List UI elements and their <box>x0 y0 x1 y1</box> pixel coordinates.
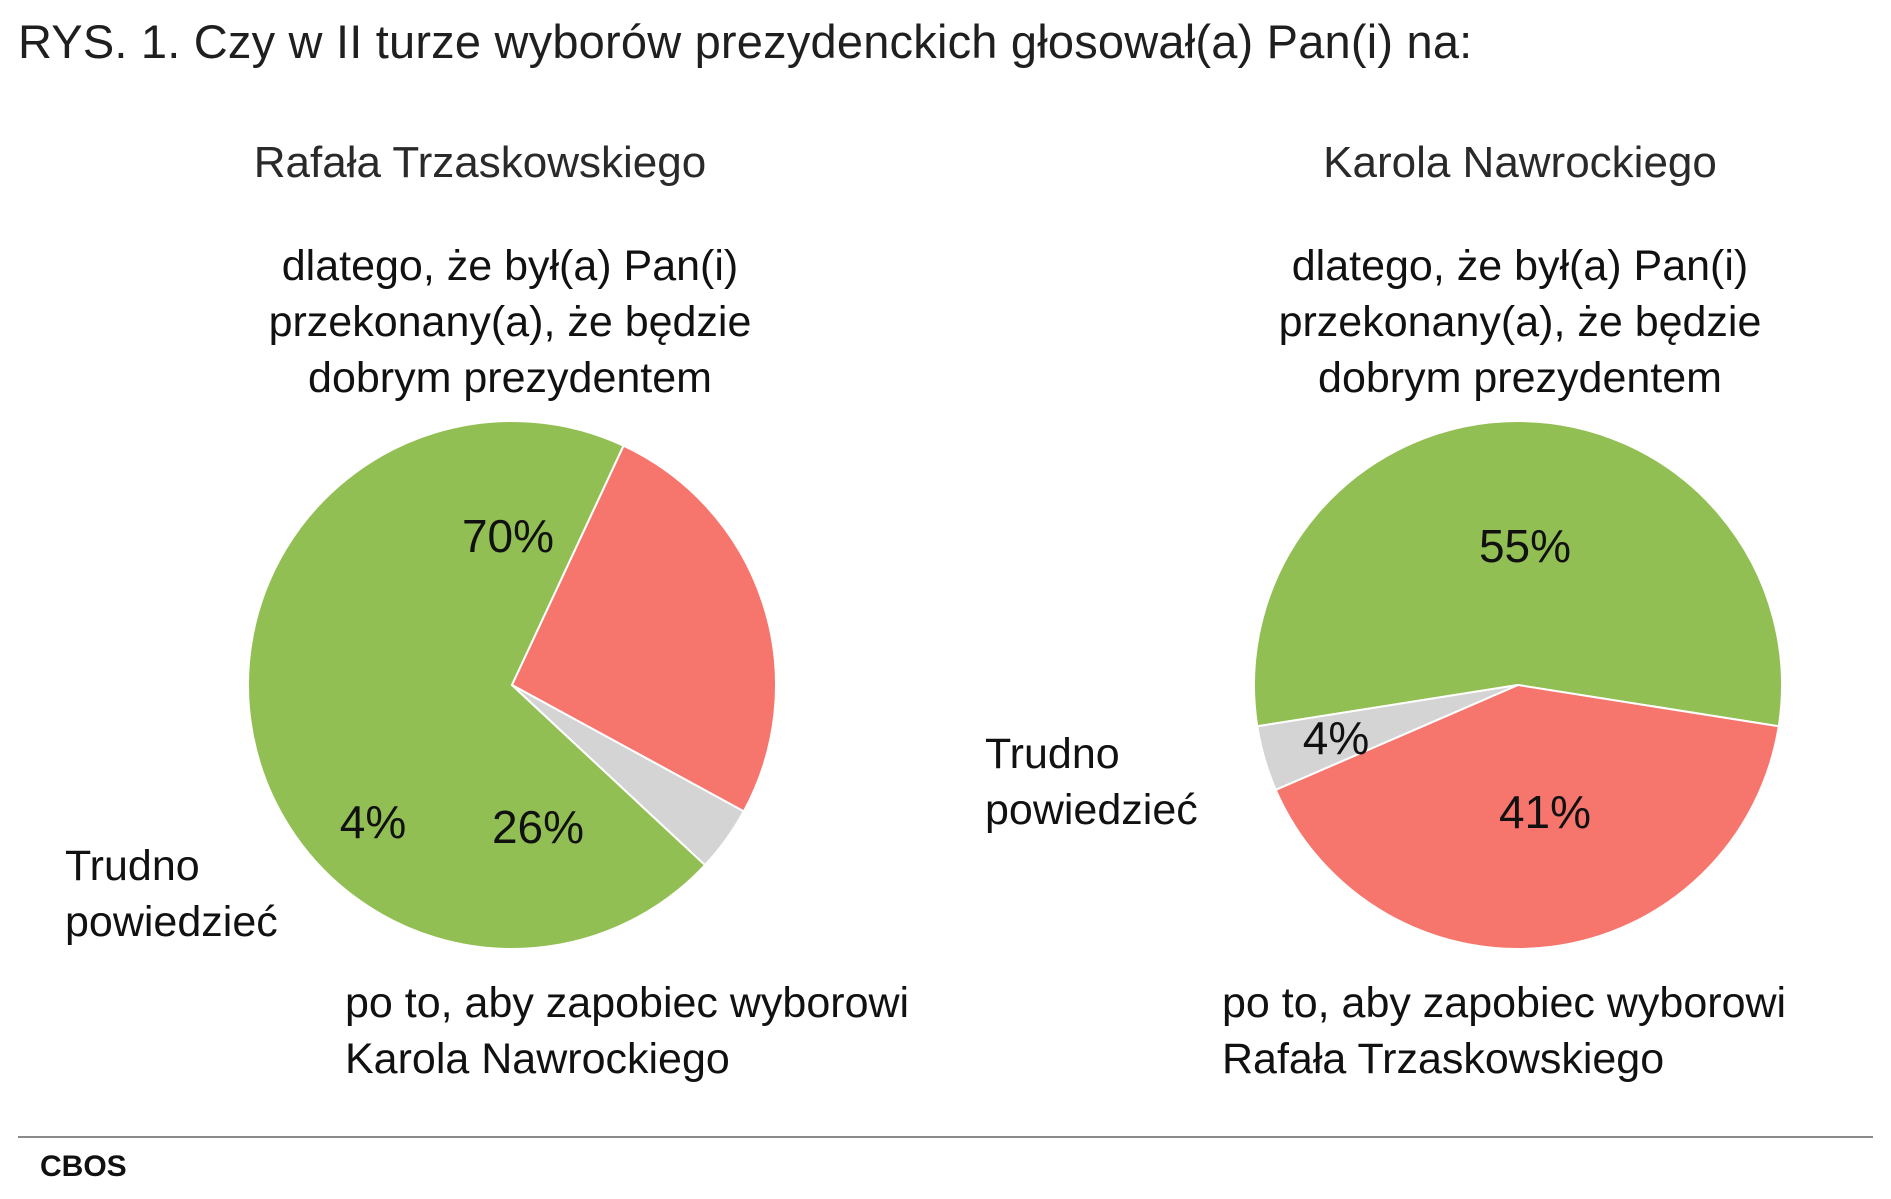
slice-green <box>247 420 707 950</box>
label-line: powiedzieć <box>65 898 278 946</box>
label-line: przekonany(a), że będzie <box>1278 298 1762 346</box>
source-label: CBOS <box>40 1150 127 1183</box>
slice-grey <box>1256 684 1519 792</box>
label-line: dlatego, że był(a) Pan(i) <box>281 242 739 290</box>
label-red: po to, aby zapobiec wyborowi Karola Nawr… <box>345 975 909 1087</box>
label-line: przekonany(a), że będzie <box>268 298 752 346</box>
label-line: dobrym prezydentem <box>308 354 712 402</box>
label-green: dlatego, że był(a) Pan(i) przekonany(a),… <box>210 238 810 406</box>
slice-green <box>1253 420 1783 728</box>
value-label: 55% <box>1479 520 1571 572</box>
label-red: po to, aby zapobiec wyborowi Rafała Trza… <box>1222 975 1786 1087</box>
chart-title: Rafała Trzaskowskiego <box>253 138 707 187</box>
label-line: dlatego, że był(a) Pan(i) <box>1291 242 1749 290</box>
label-line: powiedzieć <box>985 786 1198 834</box>
value-label: 4% <box>340 796 406 848</box>
chart-title: Karola Nawrockiego <box>1323 138 1717 187</box>
value-label: 41% <box>1499 786 1591 838</box>
footer-divider <box>18 1136 1873 1138</box>
slice-red <box>1274 683 1780 951</box>
figure-title: RYS. 1. Czy w II turze wyborów prezydenc… <box>18 15 1473 68</box>
label-grey: Trudno powiedzieć <box>985 726 1198 838</box>
label-line: Trudno <box>65 842 200 890</box>
label-line: po to, aby zapobiec wyborowi <box>345 979 910 1027</box>
label-grey: Trudno powiedzieć <box>65 838 278 950</box>
label-line: Karola Nawrockiego <box>345 1035 730 1083</box>
label-line: Rafała Trzaskowskiego <box>1222 1035 1665 1083</box>
label-line: dobrym prezydentem <box>1318 354 1722 402</box>
label-line: po to, aby zapobiec wyborowi <box>1222 979 1787 1027</box>
value-label: 4% <box>1303 712 1369 764</box>
value-label: 26% <box>492 801 584 853</box>
label-line: Trudno <box>985 730 1120 778</box>
label-green: dlatego, że był(a) Pan(i) przekonany(a),… <box>1220 238 1820 406</box>
value-label: 70% <box>462 510 554 562</box>
slice-grey <box>511 684 746 867</box>
